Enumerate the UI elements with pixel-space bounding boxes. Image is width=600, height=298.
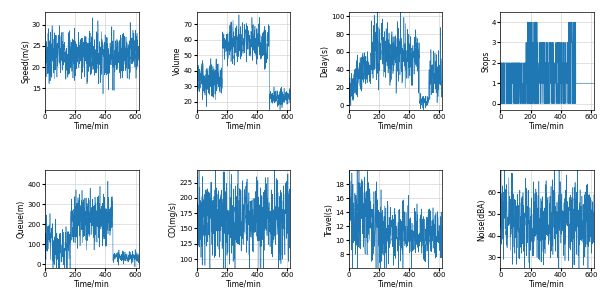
- X-axis label: Time/min: Time/min: [377, 121, 413, 130]
- Y-axis label: CO(mg/s): CO(mg/s): [169, 201, 178, 237]
- X-axis label: Time/min: Time/min: [377, 280, 413, 289]
- Y-axis label: Queue(m): Queue(m): [17, 200, 26, 238]
- Y-axis label: Noise(dBA): Noise(dBA): [477, 198, 486, 240]
- Y-axis label: Volume: Volume: [173, 47, 182, 75]
- X-axis label: Time/min: Time/min: [226, 121, 262, 130]
- Y-axis label: Travel(s): Travel(s): [325, 203, 334, 236]
- X-axis label: Time/min: Time/min: [74, 121, 110, 130]
- X-axis label: Time/min: Time/min: [529, 280, 565, 289]
- X-axis label: Time/min: Time/min: [529, 121, 565, 130]
- Y-axis label: Speed(m/s): Speed(m/s): [22, 39, 31, 83]
- X-axis label: Time/min: Time/min: [226, 280, 262, 289]
- Y-axis label: Delay(s): Delay(s): [320, 45, 329, 77]
- X-axis label: Time/min: Time/min: [74, 280, 110, 289]
- Y-axis label: Stops: Stops: [481, 50, 490, 72]
